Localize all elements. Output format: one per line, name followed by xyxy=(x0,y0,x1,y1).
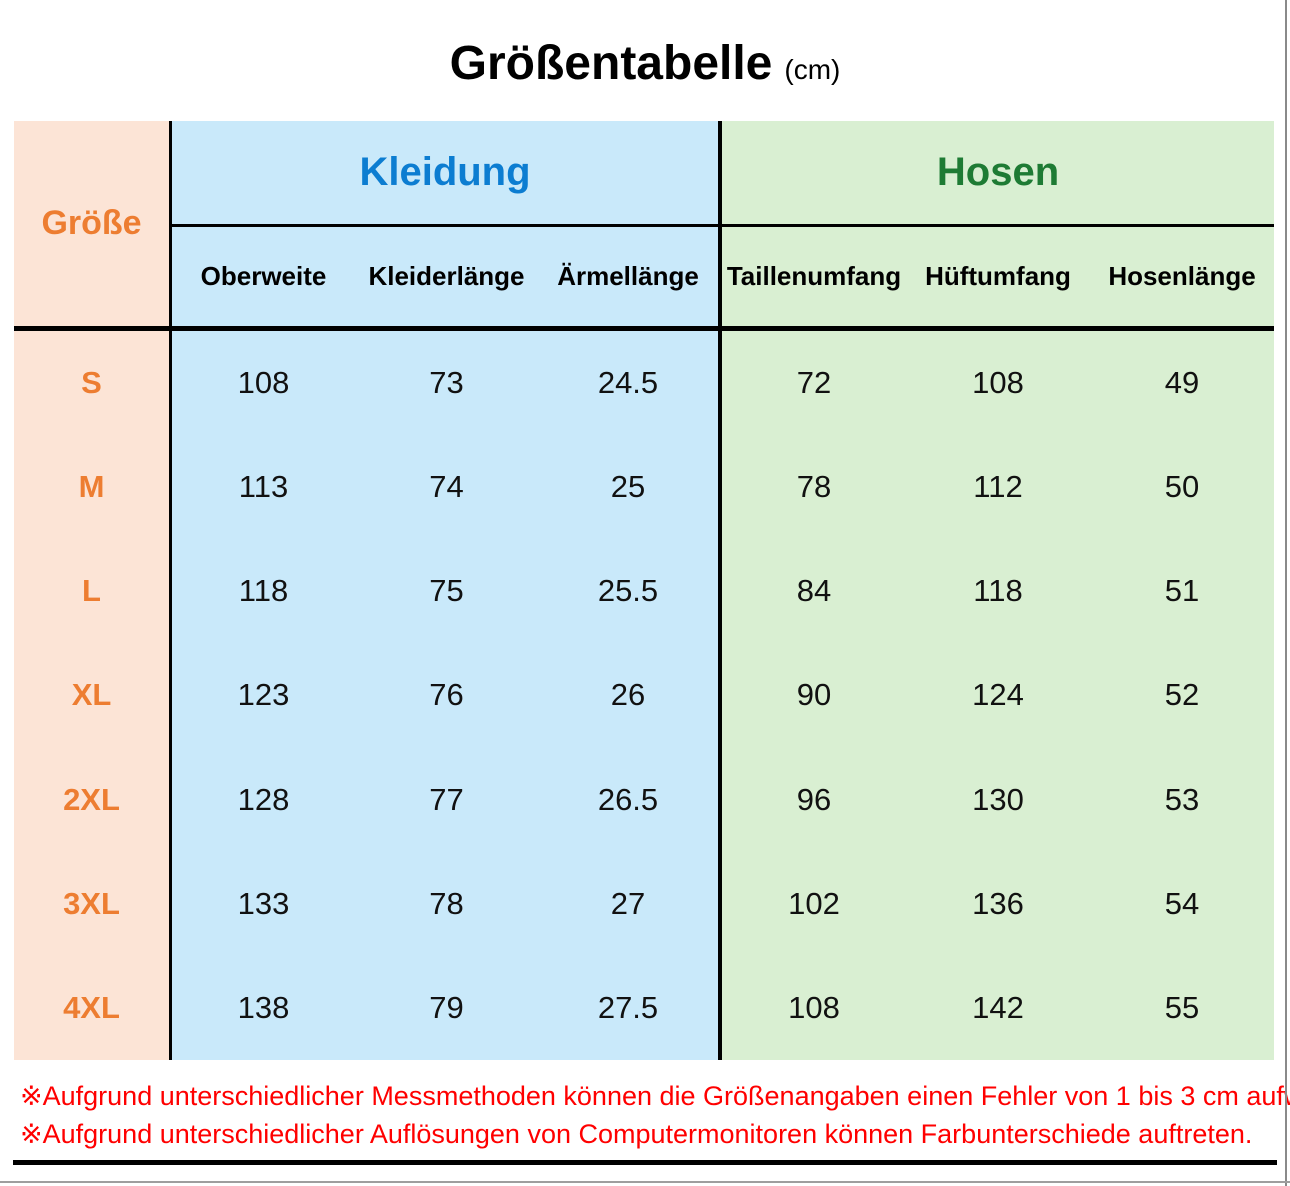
cell-s-taillenumfang: 72 xyxy=(722,331,906,436)
cell-m-hosenlaenge: 50 xyxy=(1090,435,1274,540)
cell-l-kleiderlaenge: 75 xyxy=(355,539,538,644)
cell-2xl-aermellaenge: 26.5 xyxy=(538,747,722,852)
cell-4xl-oberweite: 138 xyxy=(172,955,355,1060)
cell-s-hosenlaenge: 49 xyxy=(1090,331,1274,436)
cell-xl-kleiderlaenge: 76 xyxy=(355,643,538,748)
cell-m-kleiderlaenge: 74 xyxy=(355,435,538,540)
size-table: Größe Kleidung Hosen Oberweite Kleiderlä… xyxy=(14,121,1274,1060)
cell-4xl-hosenlaenge: 55 xyxy=(1090,955,1274,1060)
bottom-divider xyxy=(13,1160,1277,1165)
footnote-monitor: ※Aufgrund unterschiedlicher Auflösungen … xyxy=(20,1119,1253,1149)
cell-xl-taillenumfang: 90 xyxy=(722,643,906,748)
column-header-taillenumfang: Taillenumfang xyxy=(722,227,906,331)
cell-m-taillenumfang: 78 xyxy=(722,435,906,540)
page-title-text: Größentabelle xyxy=(449,37,773,90)
size-label-3xl: 3XL xyxy=(14,851,172,956)
page-title-unit: (cm) xyxy=(784,54,841,85)
size-label-xl: XL xyxy=(14,643,172,748)
group-header-kleidung: Kleidung xyxy=(172,121,722,227)
column-header-kleiderlaenge: Kleiderlänge xyxy=(355,227,538,331)
cell-xl-hueftumfang: 124 xyxy=(906,643,1090,748)
cell-3xl-taillenumfang: 102 xyxy=(722,851,906,956)
cell-3xl-hosenlaenge: 54 xyxy=(1090,851,1274,956)
column-header-hueftumfang: Hüftumfang xyxy=(906,227,1090,331)
cell-l-taillenumfang: 84 xyxy=(722,539,906,644)
size-label-m: M xyxy=(14,435,172,540)
cell-xl-oberweite: 123 xyxy=(172,643,355,748)
cell-l-oberweite: 118 xyxy=(172,539,355,644)
cell-m-hueftumfang: 112 xyxy=(906,435,1090,540)
cell-s-oberweite: 108 xyxy=(172,331,355,436)
cell-3xl-oberweite: 133 xyxy=(172,851,355,956)
page-right-edge-line xyxy=(1285,0,1287,1186)
cell-4xl-kleiderlaenge: 79 xyxy=(355,955,538,1060)
size-label-l: L xyxy=(14,539,172,644)
size-label-2xl: 2XL xyxy=(14,747,172,852)
cell-m-oberweite: 113 xyxy=(172,435,355,540)
cell-2xl-oberweite: 128 xyxy=(172,747,355,852)
cell-2xl-taillenumfang: 96 xyxy=(722,747,906,852)
cell-l-aermellaenge: 25.5 xyxy=(538,539,722,644)
size-label-4xl: 4XL xyxy=(14,955,172,1060)
size-label-s: S xyxy=(14,331,172,436)
corner-header-groesse: Größe xyxy=(14,121,172,331)
cell-2xl-hosenlaenge: 53 xyxy=(1090,747,1274,852)
cell-s-aermellaenge: 24.5 xyxy=(538,331,722,436)
footnote-measurement: ※Aufgrund unterschiedlicher Messmethoden… xyxy=(20,1081,1290,1111)
cell-l-hosenlaenge: 51 xyxy=(1090,539,1274,644)
cell-4xl-hueftumfang: 142 xyxy=(906,955,1090,1060)
cell-2xl-hueftumfang: 130 xyxy=(906,747,1090,852)
cell-3xl-hueftumfang: 136 xyxy=(906,851,1090,956)
cell-xl-aermellaenge: 26 xyxy=(538,643,722,748)
page-bottom-edge-line xyxy=(0,1181,1290,1183)
cell-m-aermellaenge: 25 xyxy=(538,435,722,540)
cell-3xl-kleiderlaenge: 78 xyxy=(355,851,538,956)
cell-4xl-aermellaenge: 27.5 xyxy=(538,955,722,1060)
group-header-hosen: Hosen xyxy=(722,121,1274,227)
column-header-hosenlaenge: Hosenlänge xyxy=(1090,227,1274,331)
cell-l-hueftumfang: 118 xyxy=(906,539,1090,644)
cell-xl-hosenlaenge: 52 xyxy=(1090,643,1274,748)
page-title: Größentabelle (cm) xyxy=(0,36,1290,91)
column-header-oberweite: Oberweite xyxy=(172,227,355,331)
cell-2xl-kleiderlaenge: 77 xyxy=(355,747,538,852)
column-header-aermellaenge: Ärmellänge xyxy=(538,227,722,331)
cell-3xl-aermellaenge: 27 xyxy=(538,851,722,956)
cell-s-hueftumfang: 108 xyxy=(906,331,1090,436)
cell-s-kleiderlaenge: 73 xyxy=(355,331,538,436)
footnotes: ※Aufgrund unterschiedlicher Messmethoden… xyxy=(20,1077,1290,1153)
cell-4xl-taillenumfang: 108 xyxy=(722,955,906,1060)
